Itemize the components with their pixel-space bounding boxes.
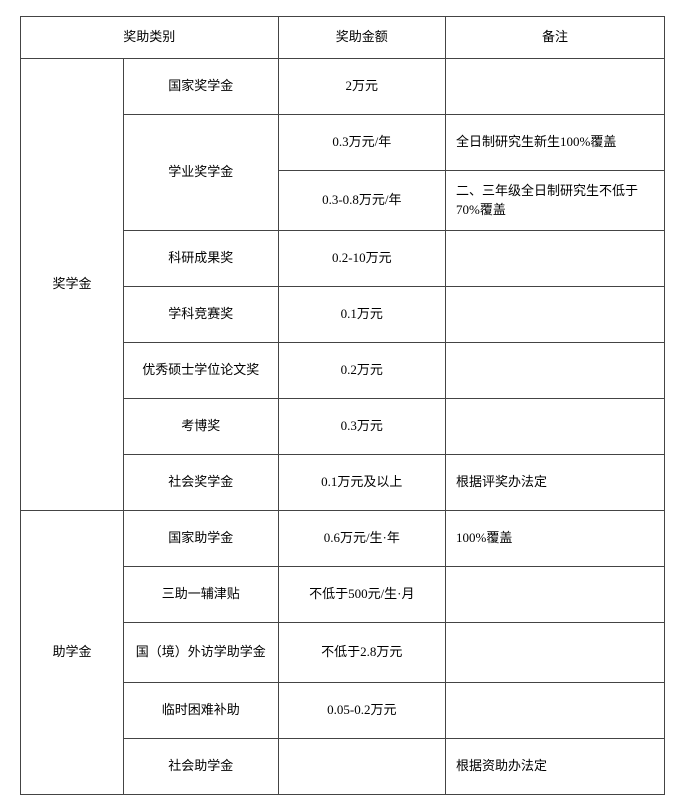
amount-cell: 0.2万元 [278, 343, 445, 399]
amount-cell: 0.1万元 [278, 287, 445, 343]
subcategory-cell: 三助一辅津贴 [124, 567, 279, 623]
amount-cell: 0.3万元 [278, 399, 445, 455]
note-cell: 根据资助办法定 [446, 739, 665, 795]
header-amount: 奖助金额 [278, 17, 445, 59]
category-cell: 助学金 [21, 511, 124, 795]
amount-cell: 不低于2.8万元 [278, 623, 445, 683]
amount-cell: 不低于500元/生·月 [278, 567, 445, 623]
scholarship-table: 奖助类别 奖助金额 备注 奖学金 国家奖学金 2万元 学业奖学金 0.3万元/年… [20, 16, 665, 795]
note-cell: 根据评奖办法定 [446, 455, 665, 511]
subcategory-cell: 国（境）外访学助学金 [124, 623, 279, 683]
subcategory-cell: 社会奖学金 [124, 455, 279, 511]
amount-cell: 0.1万元及以上 [278, 455, 445, 511]
amount-cell: 0.3万元/年 [278, 115, 445, 171]
note-cell: 100%覆盖 [446, 511, 665, 567]
amount-cell: 0.05-0.2万元 [278, 683, 445, 739]
amount-cell: 0.6万元/生·年 [278, 511, 445, 567]
amount-cell [278, 739, 445, 795]
subcategory-cell: 临时困难补助 [124, 683, 279, 739]
note-cell [446, 231, 665, 287]
header-category: 奖助类别 [21, 17, 279, 59]
note-cell [446, 287, 665, 343]
note-cell [446, 567, 665, 623]
subcategory-cell: 考博奖 [124, 399, 279, 455]
category-cell: 奖学金 [21, 59, 124, 511]
note-cell: 全日制研究生新生100%覆盖 [446, 115, 665, 171]
subcategory-cell: 国家奖学金 [124, 59, 279, 115]
subcategory-cell: 学科竞赛奖 [124, 287, 279, 343]
note-cell [446, 623, 665, 683]
subcategory-cell: 社会助学金 [124, 739, 279, 795]
header-note: 备注 [446, 17, 665, 59]
note-cell [446, 59, 665, 115]
subcategory-cell: 科研成果奖 [124, 231, 279, 287]
note-cell [446, 343, 665, 399]
table-row: 奖学金 国家奖学金 2万元 [21, 59, 665, 115]
amount-cell: 0.3-0.8万元/年 [278, 171, 445, 231]
subcategory-cell: 学业奖学金 [124, 115, 279, 231]
note-cell [446, 399, 665, 455]
note-cell: 二、三年级全日制研究生不低于70%覆盖 [446, 171, 665, 231]
table-row: 助学金 国家助学金 0.6万元/生·年 100%覆盖 [21, 511, 665, 567]
subcategory-cell: 优秀硕士学位论文奖 [124, 343, 279, 399]
note-cell [446, 683, 665, 739]
amount-cell: 2万元 [278, 59, 445, 115]
header-row: 奖助类别 奖助金额 备注 [21, 17, 665, 59]
amount-cell: 0.2-10万元 [278, 231, 445, 287]
subcategory-cell: 国家助学金 [124, 511, 279, 567]
